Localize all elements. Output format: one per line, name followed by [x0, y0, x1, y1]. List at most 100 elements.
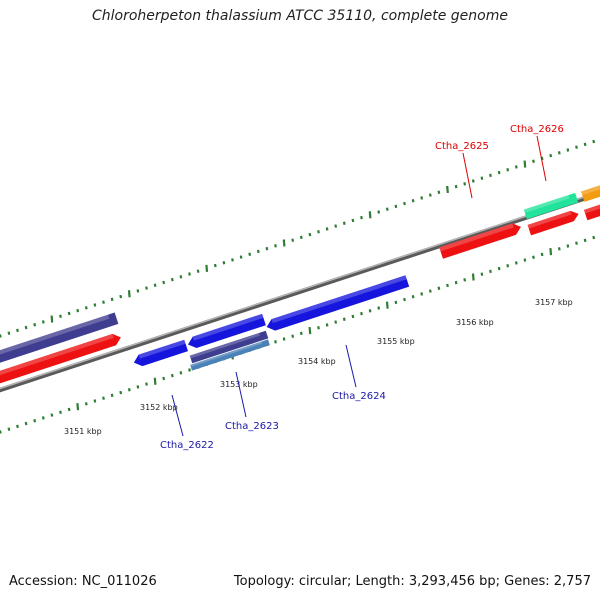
minor-tick — [540, 156, 544, 161]
minor-tick — [480, 272, 484, 276]
minor-tick — [188, 272, 191, 276]
outer-tick-track — [0, 139, 596, 338]
gene-label[interactable]: Ctha_2622 — [160, 440, 214, 451]
cds-reverse-ctha2622[interactable] — [132, 339, 189, 369]
backbone-line — [0, 191, 600, 390]
gene-label[interactable]: Ctha_2625 — [435, 141, 489, 152]
cds-reverse-left-mid[interactable] — [186, 313, 266, 350]
minor-tick — [557, 247, 561, 251]
minor-tick — [119, 294, 123, 299]
minor-tick — [549, 153, 553, 158]
minor-tick — [231, 258, 234, 262]
minor-tick — [325, 323, 329, 327]
major-tick — [282, 239, 286, 247]
minor-tick — [136, 289, 140, 293]
minor-tick — [360, 215, 363, 220]
minor-tick — [506, 264, 510, 268]
cds-forward-right[interactable] — [583, 202, 600, 221]
minor-tick — [506, 168, 510, 172]
minor-tick — [170, 373, 174, 378]
minor-tick — [33, 323, 37, 327]
minor-tick — [24, 325, 28, 330]
minor-tick — [575, 145, 578, 149]
cds-forward-ctha2625[interactable] — [439, 221, 523, 259]
gene-label[interactable]: Ctha_2623 — [225, 421, 279, 432]
minor-tick — [67, 311, 71, 316]
feature-layer — [0, 182, 600, 389]
minor-tick — [33, 419, 37, 423]
minor-tick — [566, 148, 570, 152]
genome-stats-text: Topology: circular; Length: 3,293,456 bp… — [233, 574, 591, 589]
minor-tick — [403, 201, 406, 206]
minor-tick — [403, 297, 406, 302]
minor-tick — [532, 255, 535, 259]
major-tick — [153, 377, 157, 385]
minor-tick — [497, 266, 501, 271]
minor-tick — [299, 331, 303, 336]
minor-tick — [291, 238, 295, 242]
backbone-shadow — [0, 191, 600, 393]
minor-tick — [360, 311, 363, 316]
feature-purple-ctha2623[interactable] — [189, 330, 269, 364]
scale-label: 3151 kbp — [64, 427, 102, 436]
minor-tick — [170, 277, 174, 282]
minor-tick — [471, 179, 475, 183]
gene-label-layer: Ctha_2622 Ctha_2623 Ctha_2624 Ctha_2625 Ctha… — [160, 124, 564, 451]
major-tick — [127, 290, 131, 298]
minor-tick — [454, 184, 458, 189]
minor-tick — [342, 221, 346, 225]
feature-rna-ctha2626[interactable] — [523, 192, 579, 220]
minor-tick — [110, 297, 114, 302]
minor-tick — [67, 407, 71, 412]
minor-tick — [428, 289, 432, 293]
cds-forward-ctha2626[interactable] — [527, 209, 581, 236]
minor-tick — [0, 430, 2, 434]
minor-tick — [368, 309, 372, 313]
gene-leader-line — [536, 135, 547, 182]
feature-orange-right[interactable] — [581, 182, 600, 202]
minor-tick — [420, 196, 424, 200]
minor-tick — [463, 182, 467, 186]
minor-tick — [84, 306, 88, 310]
minor-tick — [179, 275, 183, 279]
map-title: Chloroherpeton thalassium ATCC 35110, co… — [92, 8, 508, 24]
minor-tick — [566, 244, 570, 248]
major-tick — [308, 326, 312, 335]
minor-tick — [24, 421, 28, 426]
minor-tick — [317, 326, 320, 330]
minor-tick — [583, 142, 587, 147]
minor-tick — [59, 410, 62, 414]
minor-tick — [334, 224, 338, 228]
minor-tick — [411, 295, 415, 299]
minor-tick — [540, 252, 544, 257]
minor-tick — [0, 334, 2, 338]
feature-steelblue-ctha2623[interactable] — [190, 339, 270, 371]
minor-tick — [454, 280, 458, 285]
minor-tick — [265, 246, 269, 251]
minor-tick — [153, 283, 157, 287]
cds-forward-left[interactable] — [0, 332, 123, 389]
minor-tick — [41, 416, 45, 420]
gene-label[interactable]: Ctha_2626 — [510, 124, 564, 135]
cds-reverse-ctha2624[interactable] — [265, 275, 410, 332]
minor-tick — [299, 235, 303, 240]
scale-label: 3152 kbp — [140, 403, 178, 412]
minor-tick — [420, 292, 424, 296]
minor-tick — [136, 385, 140, 389]
minor-tick — [274, 340, 277, 344]
minor-tick — [282, 337, 286, 341]
feature-purple-left[interactable] — [0, 312, 119, 368]
gene-label[interactable]: Ctha_2624 — [332, 391, 386, 402]
major-tick — [205, 264, 209, 272]
scale-label: 3154 kbp — [298, 357, 336, 366]
scale-label: 3156 kbp — [456, 318, 494, 327]
minor-tick — [127, 388, 131, 392]
inner-tick-track — [0, 235, 596, 434]
minor-tick — [351, 314, 355, 319]
minor-tick — [84, 402, 88, 406]
minor-tick — [514, 165, 518, 169]
minor-tick — [188, 368, 191, 372]
minor-tick — [394, 204, 398, 209]
minor-tick — [523, 258, 527, 262]
